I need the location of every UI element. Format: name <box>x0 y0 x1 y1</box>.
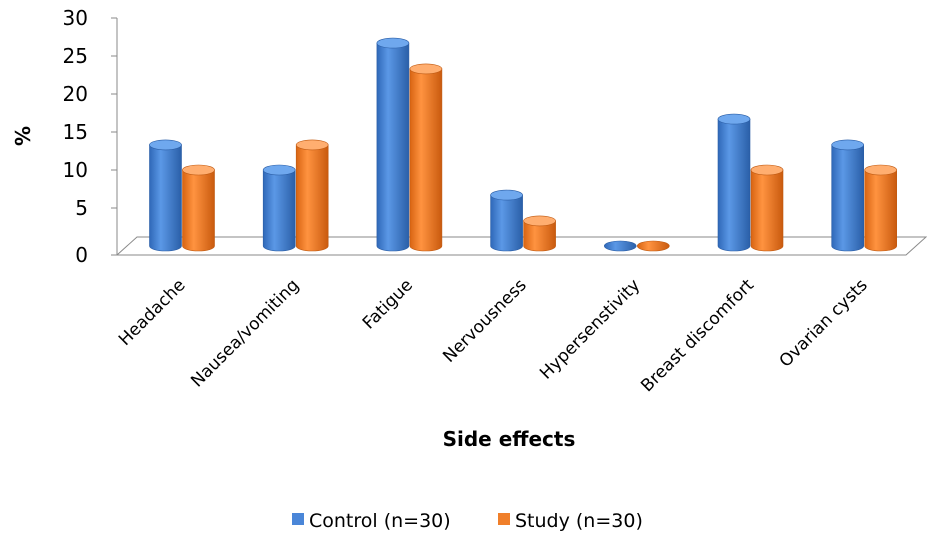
legend-item: Study (n=30) <box>498 510 643 532</box>
bar-top <box>490 189 523 201</box>
bar-body <box>409 68 443 252</box>
legend: Control (n=30) Study (n=30) <box>292 510 643 532</box>
y-tick-label: 10 <box>63 158 88 182</box>
bar <box>864 164 898 252</box>
bar-top <box>295 139 329 151</box>
bars <box>149 37 898 252</box>
bar-top <box>149 139 182 151</box>
legend-swatch <box>498 513 510 525</box>
bar-body <box>750 169 784 252</box>
bar-body <box>490 194 523 252</box>
x-tick-label: Hypersenstivity <box>536 275 644 383</box>
bar <box>831 139 865 252</box>
y-tick-label: 25 <box>63 44 88 68</box>
bar-top <box>831 139 865 151</box>
legend-swatch <box>292 513 304 525</box>
bar-top <box>717 113 751 125</box>
bar <box>295 139 329 252</box>
bar-top <box>376 37 410 49</box>
x-axis-title: Side effects <box>443 427 576 451</box>
y-tick-label: 0 <box>75 243 88 267</box>
bar <box>750 164 784 252</box>
bar-top <box>262 164 296 176</box>
bar <box>636 240 670 252</box>
bar-body <box>717 118 751 252</box>
bar <box>376 37 410 252</box>
x-tick-label: Breast discomfort <box>637 275 758 396</box>
x-tick-label: Headache <box>115 275 190 350</box>
x-tick-label: Nausea/vomiting <box>187 275 303 391</box>
y-tick-label: 20 <box>63 82 88 106</box>
bar <box>603 240 637 252</box>
bar-body <box>262 169 296 252</box>
y-axis-ticks: 0 5 10 15 20 25 30 <box>63 6 117 267</box>
bar-body <box>831 144 864 252</box>
x-tick-label: Fatigue <box>359 275 417 333</box>
bar-top <box>603 240 637 252</box>
bar-top <box>636 240 670 252</box>
bar <box>409 63 443 252</box>
y-axis-title: % <box>11 126 35 146</box>
bar <box>262 164 296 252</box>
bar-top <box>523 215 556 227</box>
bar <box>149 139 182 252</box>
bar <box>490 189 523 252</box>
bar-top <box>409 63 443 75</box>
y-tick-label: 30 <box>63 6 88 30</box>
bar <box>523 215 556 252</box>
bar-top <box>750 164 784 176</box>
bar-top <box>864 164 898 176</box>
legend-item: Control (n=30) <box>292 510 451 532</box>
bar <box>182 164 215 252</box>
bar-body <box>376 42 410 252</box>
bar <box>717 113 751 252</box>
legend-label: Control (n=30) <box>309 510 451 532</box>
bar-body <box>523 220 556 252</box>
bar-body <box>182 169 215 252</box>
bar-top <box>182 164 215 176</box>
bar-body <box>864 169 897 252</box>
x-tick-label: Ovarian cysts <box>776 275 872 371</box>
legend-label: Study (n=30) <box>515 510 643 532</box>
bar-body <box>149 144 182 252</box>
bar-body <box>295 144 329 252</box>
y-tick-label: 15 <box>63 120 88 144</box>
y-tick-label: 5 <box>75 196 88 220</box>
x-tick-label: Nervousness <box>439 275 530 366</box>
